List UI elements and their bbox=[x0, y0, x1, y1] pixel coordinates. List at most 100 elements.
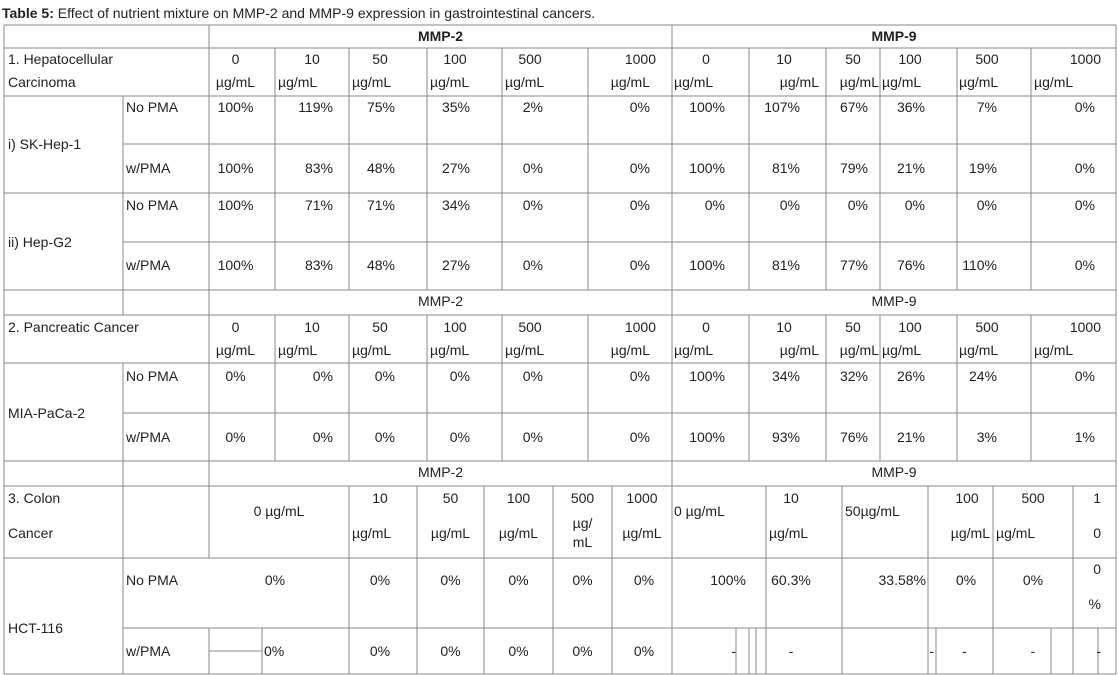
dose-unit: µg/mL bbox=[505, 342, 545, 358]
value-cell: 0% bbox=[904, 197, 925, 213]
condition-label: w/PMA bbox=[126, 257, 171, 273]
value-cell: 0% bbox=[374, 368, 395, 384]
dose-unit: µg/mL bbox=[278, 74, 318, 90]
value-cell: 0% bbox=[508, 572, 529, 588]
value-cell: 0% bbox=[225, 368, 246, 384]
value-cell: 0% bbox=[369, 572, 391, 588]
section-pancreatic-title: 2. Pancreatic Cancer bbox=[8, 319, 139, 335]
dose-header: 0 µg/mL bbox=[674, 503, 725, 519]
value-cell: 0% bbox=[369, 643, 391, 659]
value-cell: 26% bbox=[896, 368, 925, 384]
dose-unit: µg/mL bbox=[278, 342, 318, 358]
dose-header: 50 bbox=[442, 490, 459, 506]
value-cell: 0% bbox=[976, 197, 997, 213]
dose-header: 100 bbox=[506, 490, 531, 506]
value-cell: 0% bbox=[1074, 368, 1095, 384]
value-cell: 0% bbox=[264, 643, 285, 659]
dose-unit: µg/mL bbox=[610, 74, 650, 90]
value-cell: - bbox=[962, 643, 967, 659]
condition-label: w/PMA bbox=[126, 429, 171, 445]
value-cell: 36% bbox=[896, 99, 925, 115]
value-cell: 21% bbox=[896, 429, 925, 445]
dose-header: 500 bbox=[518, 319, 542, 335]
dose-unit: µg/mL bbox=[996, 525, 1036, 541]
value-cell: 0% bbox=[847, 197, 868, 213]
value-cell: 0% bbox=[629, 160, 650, 176]
value-cell: 81% bbox=[771, 257, 800, 273]
value-cell: 21% bbox=[896, 160, 925, 176]
value-cell: 0% bbox=[508, 643, 529, 659]
value-cell: 48% bbox=[366, 160, 395, 176]
dose-header: 10 bbox=[304, 51, 320, 67]
value-cell: 76% bbox=[839, 429, 868, 445]
value-cell: 0% bbox=[1074, 197, 1095, 213]
dose-unit: µg/mL bbox=[882, 74, 922, 90]
value-cell: - bbox=[731, 643, 736, 659]
dose-unit: µg/mL bbox=[779, 74, 819, 90]
dose-unit: µg/mL bbox=[959, 74, 999, 90]
value-cell: 0% bbox=[629, 429, 650, 445]
value-cell: 0% bbox=[449, 368, 470, 384]
dose-header: 50 bbox=[372, 51, 388, 67]
dose-unit: µg/mL bbox=[1034, 342, 1074, 358]
dose-unit: µg/mL bbox=[430, 525, 471, 541]
value-cell: 1% bbox=[1074, 429, 1095, 445]
dose-unit: µg/mL bbox=[839, 342, 879, 358]
value-cell: 83% bbox=[304, 160, 333, 176]
dose-header: 1000 bbox=[624, 319, 656, 335]
value-cell: 100% bbox=[689, 429, 725, 445]
value-cell: 110% bbox=[962, 257, 997, 273]
dose-header: 1000 bbox=[624, 51, 656, 67]
condition-label: No PMA bbox=[126, 197, 179, 213]
value-cell: 34% bbox=[441, 197, 470, 213]
value-cell: 0% bbox=[1074, 160, 1095, 176]
value-cell: 60.3% bbox=[771, 572, 811, 588]
value-cell: 0% bbox=[629, 197, 650, 213]
condition-label: No PMA bbox=[126, 99, 179, 115]
header-mmp9: MMP-9 bbox=[871, 28, 917, 44]
dose-header: 10 bbox=[372, 490, 388, 506]
value-cell: 0% bbox=[572, 572, 593, 588]
section-colon-title-line2: Cancer bbox=[8, 525, 54, 541]
value-cell: 0% bbox=[629, 257, 650, 273]
section-hepatocellular-title: 1. Hepatocellular bbox=[8, 51, 114, 67]
dose-header: 500 bbox=[975, 51, 999, 67]
value-cell: 0% bbox=[633, 572, 655, 588]
dose-header: 500 bbox=[570, 490, 595, 506]
table-caption: Table 5: Effect of nutrient mixture on M… bbox=[2, 4, 595, 22]
value-cell: 24% bbox=[968, 368, 997, 384]
value-cell: 0% bbox=[312, 429, 333, 445]
dose-unit: µg/mL bbox=[950, 525, 990, 541]
value-cell: 107% bbox=[764, 99, 800, 115]
header-mmp9-pancreatic: MMP-9 bbox=[871, 293, 917, 309]
cell-line-label: ii) Hep-G2 bbox=[8, 234, 72, 250]
value-cell: 0% bbox=[629, 99, 650, 115]
value-cell: 34% bbox=[771, 368, 800, 384]
value-cell: 0% bbox=[572, 643, 593, 659]
dose-unit: µg/mL bbox=[430, 74, 470, 90]
value-cell: 119% bbox=[298, 99, 333, 115]
dose-unit: µg/mL bbox=[352, 342, 392, 358]
dose-header: 10 bbox=[783, 490, 799, 506]
value-cell: 48% bbox=[366, 257, 395, 273]
section-colon-title: 3. Colon bbox=[8, 490, 61, 506]
header-mmp2-pancreatic: MMP-2 bbox=[417, 293, 464, 309]
dose-header: 1000 bbox=[1069, 51, 1101, 67]
dose-header: 50µg/mL bbox=[845, 503, 900, 519]
value-cell: 0% bbox=[440, 643, 461, 659]
dose-unit: µg/mL bbox=[674, 342, 714, 358]
value-cell: 0% bbox=[522, 160, 543, 176]
cell-line-label: MIA-PaCa-2 bbox=[8, 405, 86, 421]
value-cell: 0% bbox=[522, 368, 543, 384]
dose-header: 0 bbox=[702, 51, 710, 67]
value-cell: 0 bbox=[1093, 561, 1101, 577]
value-cell: 100% bbox=[689, 160, 725, 176]
value-cell: 7% bbox=[976, 99, 997, 115]
value-cell: 100% bbox=[689, 368, 725, 384]
condition-label: w/PMA bbox=[126, 160, 171, 176]
dose-header: 500 bbox=[518, 51, 542, 67]
value-cell: 35% bbox=[441, 99, 470, 115]
value-cell: 0% bbox=[449, 429, 470, 445]
value-cell: 100% bbox=[710, 572, 746, 588]
